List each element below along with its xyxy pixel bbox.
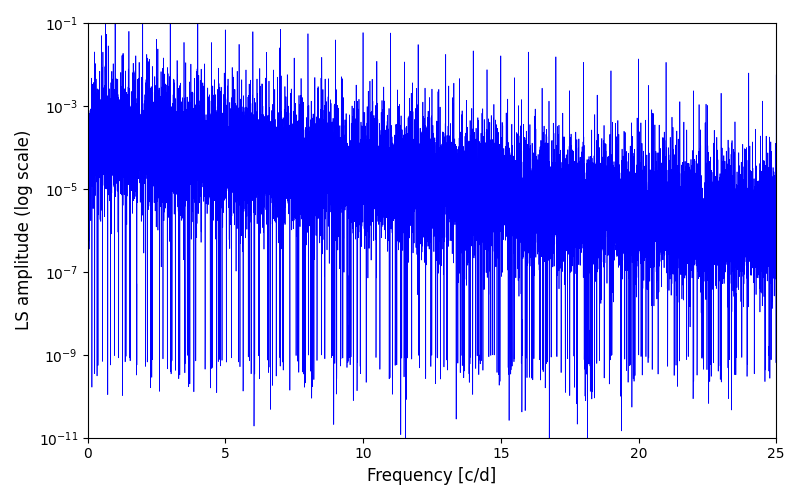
X-axis label: Frequency [c/d]: Frequency [c/d] [367,467,497,485]
Y-axis label: LS amplitude (log scale): LS amplitude (log scale) [15,130,33,330]
